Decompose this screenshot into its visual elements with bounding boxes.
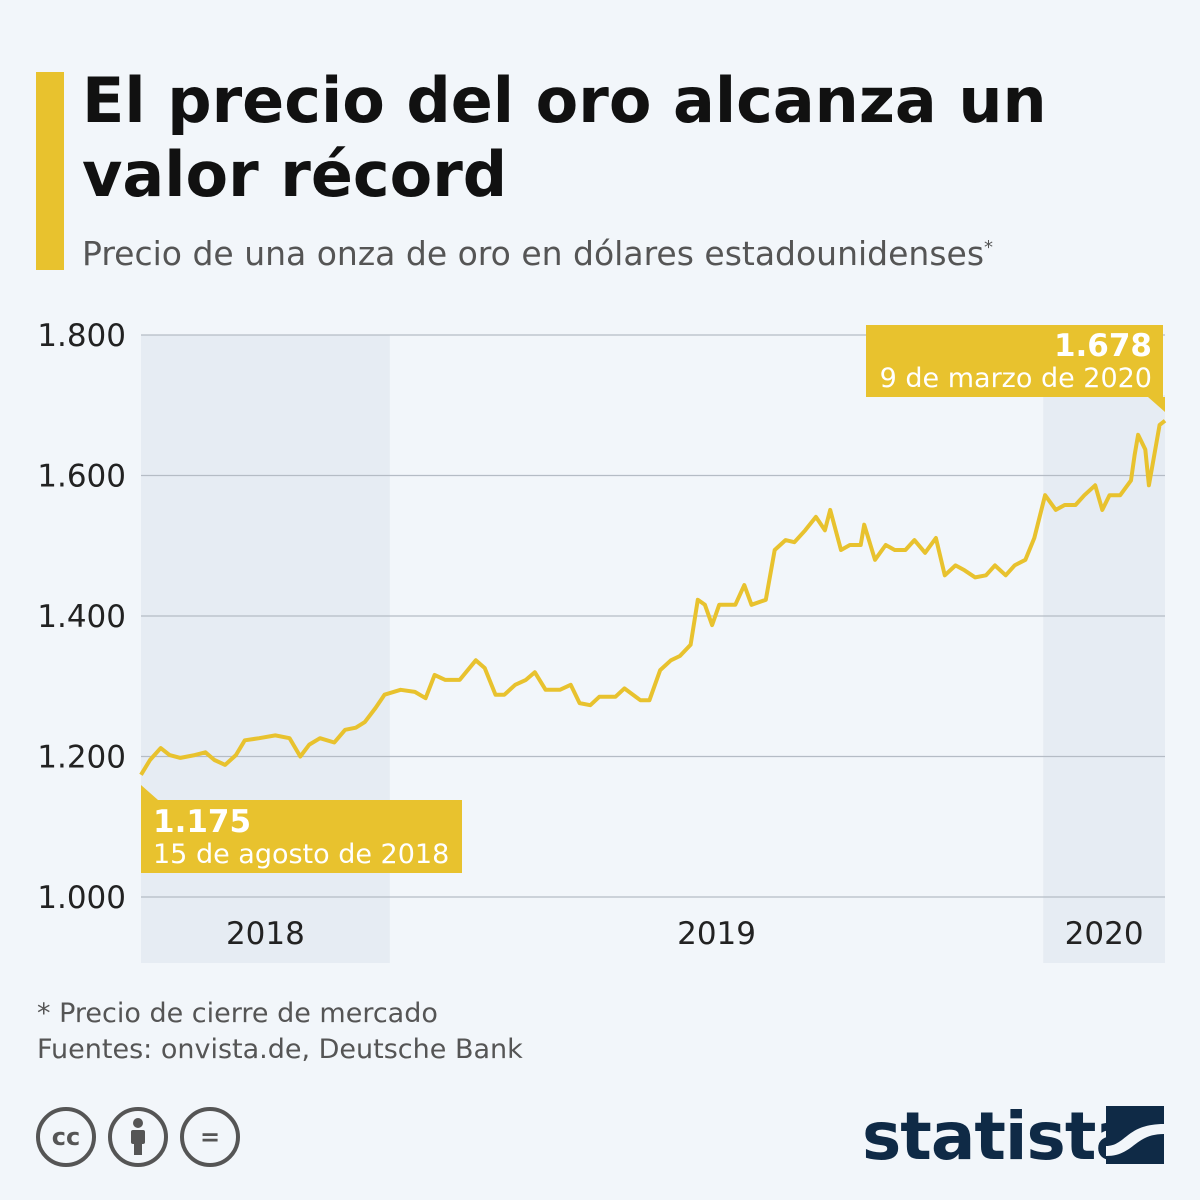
statista-logo-mark-icon — [1106, 1106, 1164, 1164]
subtitle: Precio de una onza de oro en dólares est… — [82, 234, 993, 273]
y-tick-label: 1.400 — [37, 599, 126, 635]
y-tick-label: 1.200 — [37, 740, 126, 776]
subtitle-text: Precio de una onza de oro en dólares est… — [82, 234, 985, 273]
x-tick-label: 2019 — [677, 916, 756, 952]
annotation-pointer — [141, 785, 158, 800]
y-tick-label: 1.800 — [37, 318, 126, 354]
subtitle-footnote-mark: * — [984, 237, 994, 258]
annotation-start-box — [141, 800, 462, 873]
annotation-end-box — [866, 325, 1163, 397]
cc-icon[interactable]: cc — [36, 1107, 96, 1167]
gold-price-line — [139, 419, 1167, 776]
page-title: El precio del oro alcanza un valor récor… — [82, 64, 1047, 211]
nd-icon-text: = — [199, 1123, 221, 1151]
statista-logo[interactable]: statista — [862, 1098, 1140, 1175]
no-derivatives-icon[interactable]: = — [180, 1107, 240, 1167]
cc-icon-text: cc — [51, 1123, 81, 1151]
gold-price-chart: 1.000 1.200 1.400 1.600 1.800 2018 2019 2020 1… — [37, 318, 1167, 963]
attribution-icon[interactable] — [108, 1107, 168, 1167]
year-band-2020 — [1043, 395, 1165, 963]
annotation-start-value: 1.175 — [153, 804, 251, 840]
x-tick-label: 2020 — [1065, 916, 1144, 952]
footnote: * Precio de cierre de mercado — [37, 998, 438, 1029]
title-accent-bar — [36, 72, 64, 270]
y-tick-label: 1.000 — [37, 880, 126, 916]
y-tick-label: 1.600 — [37, 459, 126, 495]
annotation-end-date: 9 de marzo de 2020 — [880, 363, 1152, 394]
annotation-end-value: 1.678 — [1054, 328, 1152, 364]
annotation-pointer — [1148, 397, 1165, 412]
annotation-start-date: 15 de agosto de 2018 — [153, 839, 449, 870]
sources: Fuentes: onvista.de, Deutsche Bank — [37, 1034, 523, 1065]
x-tick-label: 2018 — [226, 916, 305, 952]
